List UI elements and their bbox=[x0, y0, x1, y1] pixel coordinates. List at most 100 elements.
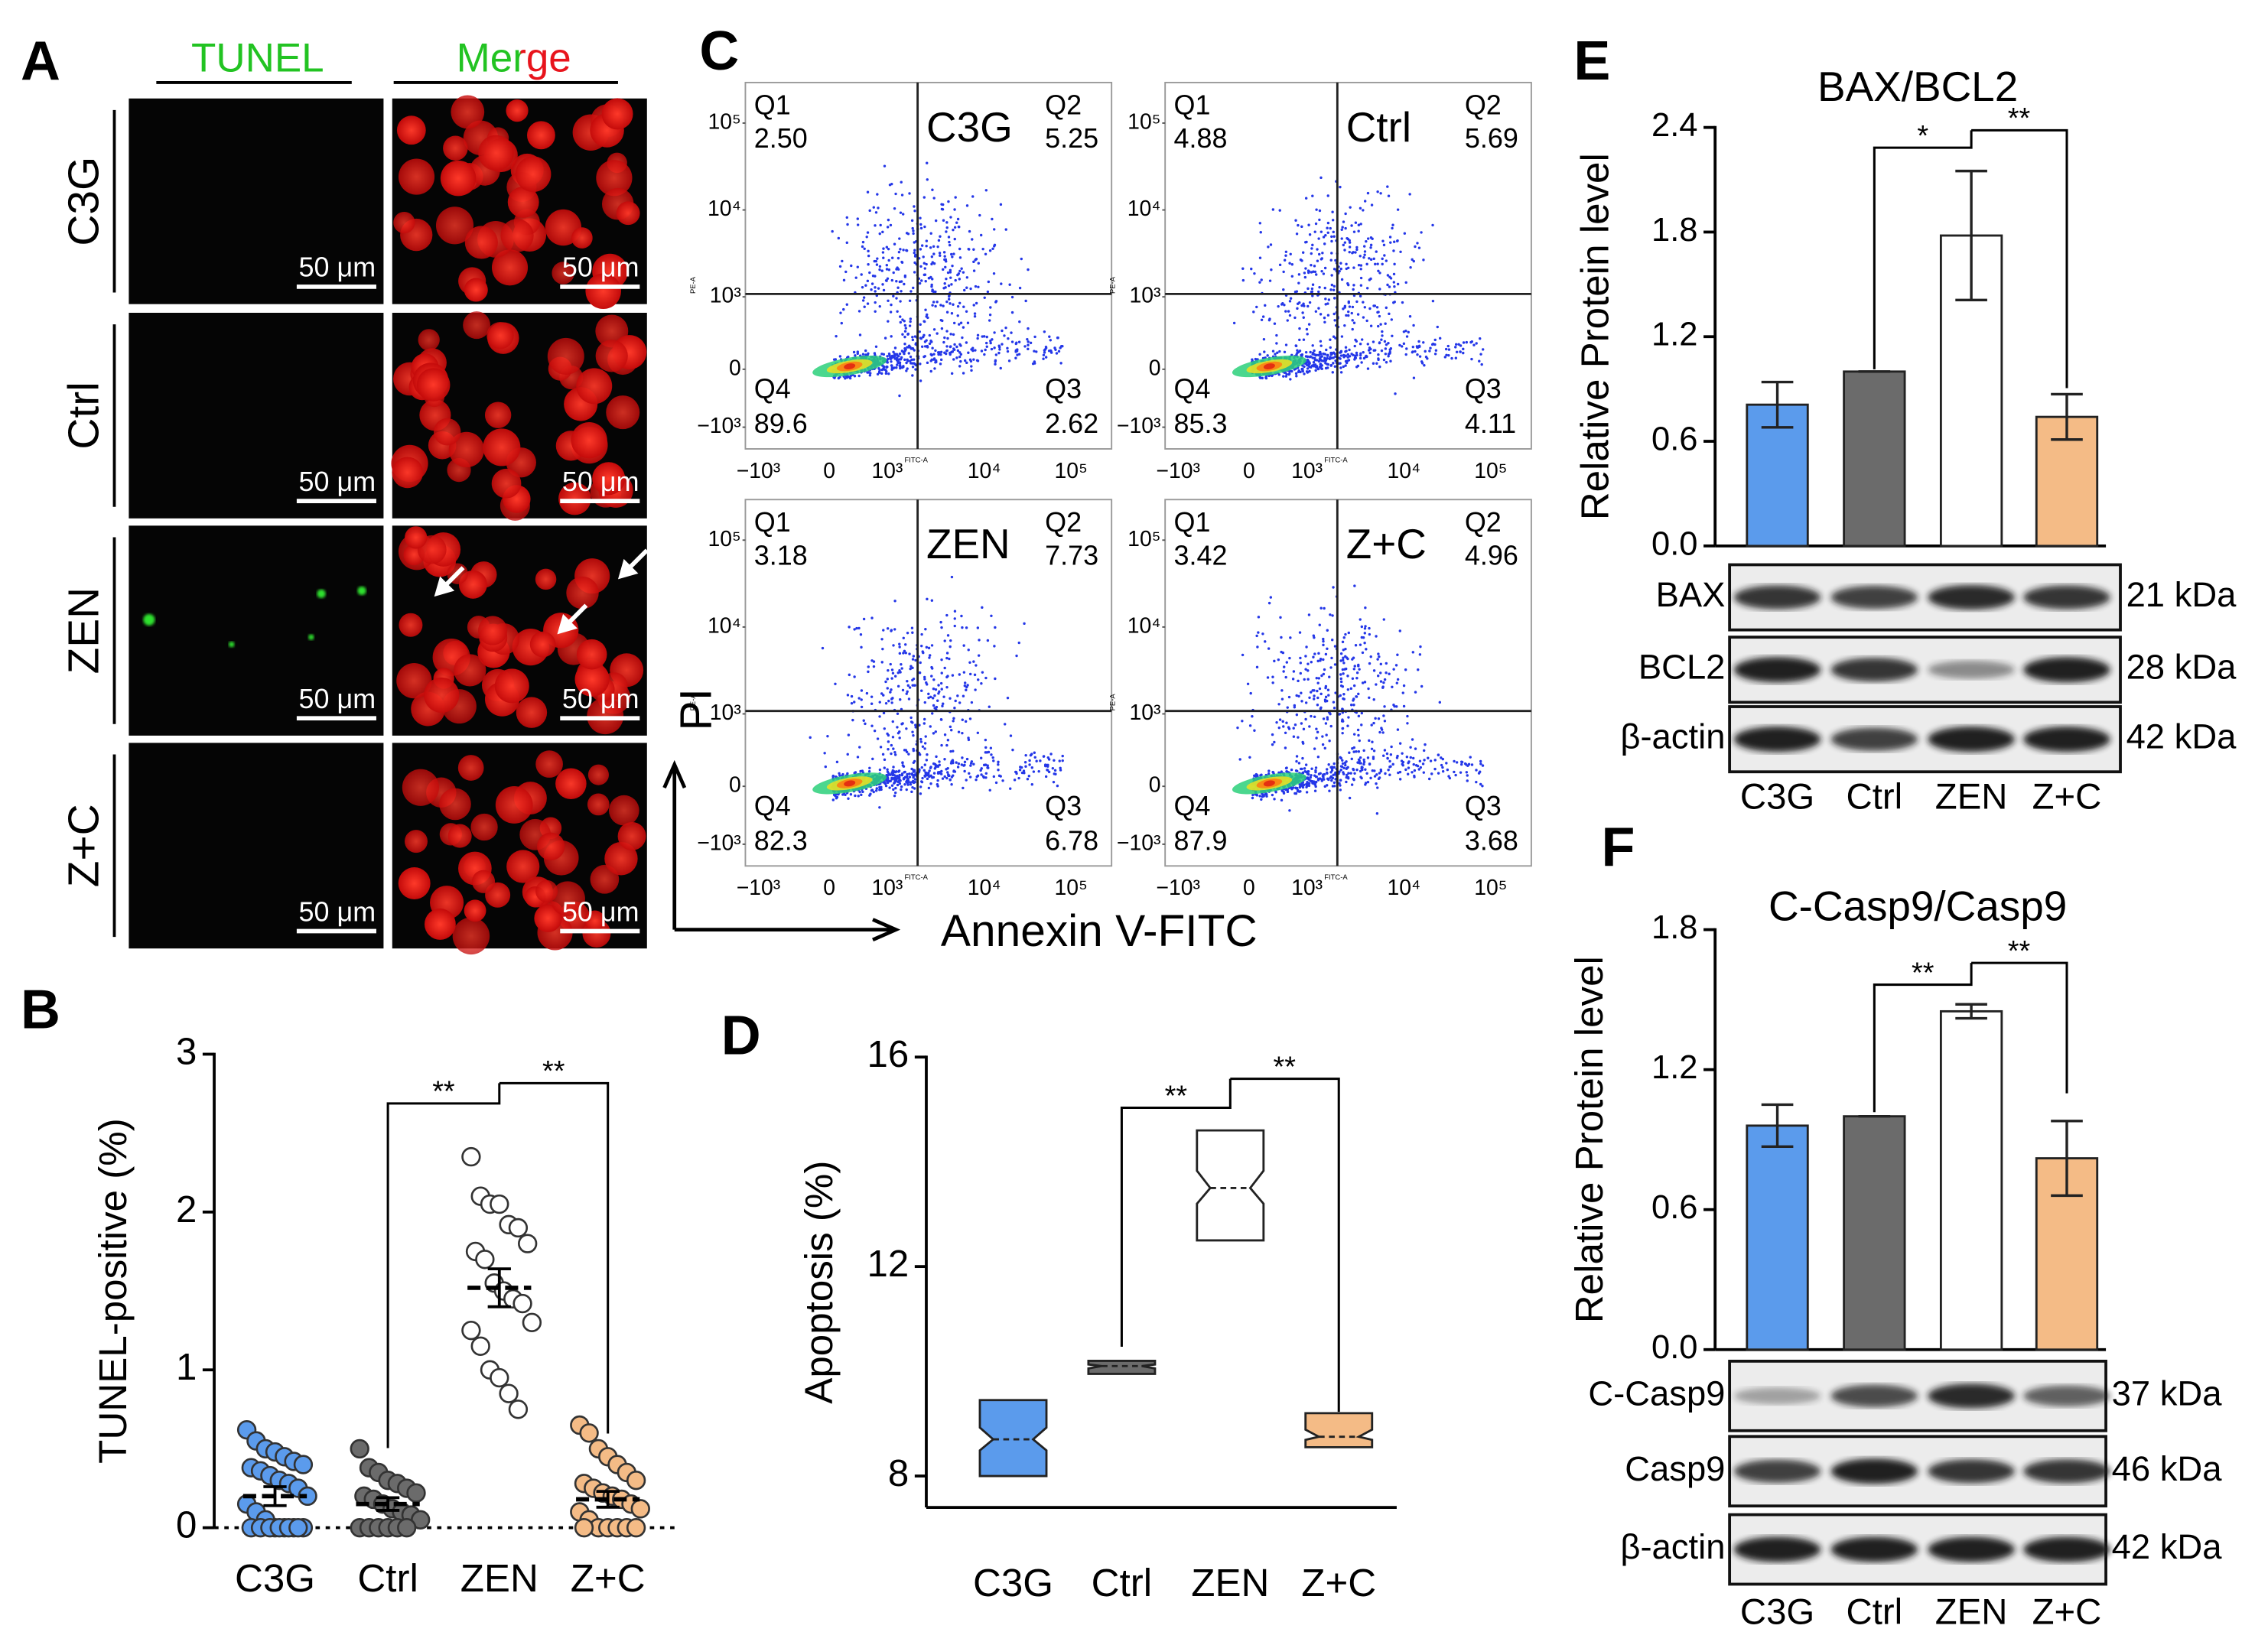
event bbox=[1347, 359, 1351, 362]
event bbox=[950, 775, 954, 779]
event bbox=[952, 347, 955, 350]
event bbox=[973, 312, 977, 315]
event bbox=[1301, 251, 1305, 254]
event bbox=[929, 695, 932, 699]
data-point bbox=[406, 1483, 426, 1503]
event bbox=[1332, 230, 1335, 234]
event bbox=[905, 361, 908, 365]
event bbox=[1042, 357, 1045, 360]
event bbox=[1383, 720, 1387, 723]
micrograph: 50 μm bbox=[392, 525, 649, 736]
event bbox=[965, 204, 969, 207]
event bbox=[1361, 651, 1365, 655]
event bbox=[1288, 300, 1292, 303]
event bbox=[945, 685, 949, 689]
event bbox=[949, 762, 953, 765]
event bbox=[1299, 785, 1302, 788]
event bbox=[1347, 301, 1350, 304]
event bbox=[1358, 668, 1361, 671]
tunel-signal bbox=[357, 586, 366, 596]
event bbox=[1007, 359, 1011, 362]
event bbox=[1310, 287, 1314, 291]
event bbox=[1009, 734, 1013, 737]
event bbox=[1305, 370, 1309, 373]
event bbox=[1284, 371, 1287, 374]
event bbox=[912, 761, 916, 765]
event bbox=[1465, 340, 1469, 344]
event bbox=[1248, 724, 1252, 727]
event bbox=[923, 355, 926, 358]
event bbox=[1361, 681, 1365, 684]
data-point bbox=[518, 1234, 538, 1253]
cell bbox=[534, 904, 562, 932]
event bbox=[927, 786, 931, 790]
event bbox=[1317, 307, 1320, 310]
event bbox=[910, 767, 913, 771]
event bbox=[1323, 606, 1326, 610]
cell bbox=[398, 158, 435, 195]
event bbox=[914, 253, 917, 257]
error-bar bbox=[263, 1485, 287, 1507]
event bbox=[861, 285, 864, 289]
event bbox=[952, 333, 955, 336]
event bbox=[1470, 763, 1474, 766]
event bbox=[1270, 268, 1273, 271]
quadrant-text: −10³ bbox=[1117, 414, 1161, 438]
event bbox=[1313, 363, 1317, 366]
event bbox=[1348, 751, 1351, 754]
event bbox=[1332, 235, 1336, 238]
event bbox=[1326, 647, 1329, 650]
event bbox=[1406, 714, 1409, 718]
scale-bar-label: 50 μm bbox=[299, 466, 376, 497]
event bbox=[1059, 346, 1062, 349]
event bbox=[1047, 758, 1051, 761]
event bbox=[1412, 323, 1415, 327]
quadrant-text: 0 bbox=[1149, 356, 1161, 380]
event bbox=[1324, 303, 1327, 306]
blot-label: BAX bbox=[1656, 575, 1726, 614]
event bbox=[1420, 360, 1424, 363]
event bbox=[920, 632, 923, 636]
event bbox=[1010, 340, 1014, 343]
event bbox=[898, 361, 901, 364]
event bbox=[1366, 367, 1370, 370]
quadrant-text: 0 bbox=[729, 773, 741, 798]
event bbox=[1301, 784, 1304, 787]
event bbox=[1382, 243, 1386, 247]
event bbox=[861, 769, 864, 772]
event bbox=[866, 231, 870, 234]
event bbox=[942, 340, 945, 344]
cell bbox=[535, 568, 557, 590]
event bbox=[1469, 340, 1472, 344]
event bbox=[898, 237, 901, 240]
event bbox=[857, 795, 860, 798]
event bbox=[1317, 290, 1320, 294]
event bbox=[1375, 306, 1379, 309]
event bbox=[1048, 335, 1051, 338]
cell bbox=[585, 273, 621, 310]
event bbox=[923, 345, 927, 348]
cell bbox=[529, 631, 556, 658]
quadrant-text: 2.50 bbox=[754, 122, 808, 154]
violin bbox=[978, 1399, 1048, 1478]
event bbox=[1297, 762, 1301, 765]
event bbox=[985, 335, 988, 339]
event bbox=[965, 757, 969, 761]
x-tick-label: Ctrl bbox=[357, 1556, 418, 1600]
event bbox=[1238, 758, 1241, 761]
event bbox=[1326, 194, 1329, 197]
event bbox=[1344, 364, 1347, 367]
event bbox=[1372, 340, 1375, 343]
event bbox=[1391, 685, 1394, 688]
event bbox=[958, 351, 962, 354]
event bbox=[941, 208, 945, 211]
event bbox=[945, 277, 948, 281]
event bbox=[890, 668, 894, 671]
quadrant-text: 10⁴ bbox=[1388, 876, 1421, 900]
event bbox=[1302, 338, 1306, 341]
event bbox=[923, 320, 926, 323]
event bbox=[860, 698, 863, 701]
event bbox=[840, 321, 843, 325]
event bbox=[1349, 206, 1352, 209]
blot-size: 28 kDa bbox=[2126, 648, 2237, 687]
